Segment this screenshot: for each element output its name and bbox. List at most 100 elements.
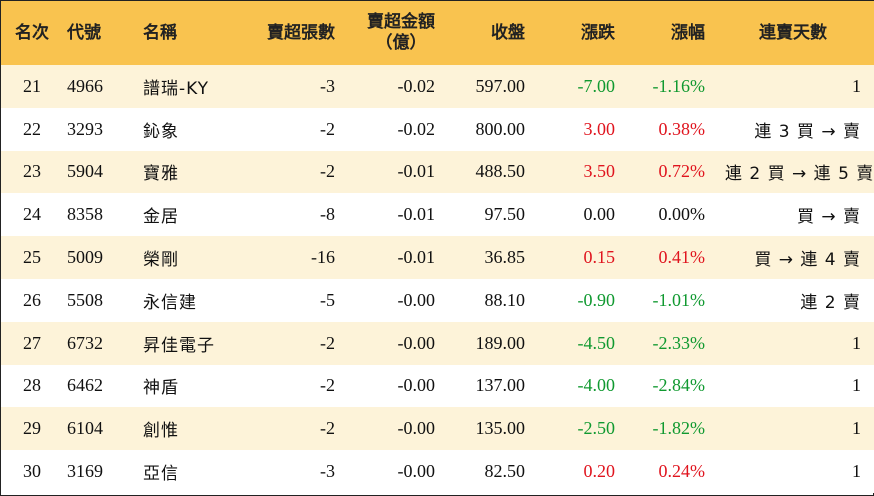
cell-code: 3293 (67, 118, 103, 139)
table-row: 25 5009 榮剛 -16 -0.01 36.85 0.15 0.41% 買 → 連 4 賣 (1, 236, 874, 279)
header-row: 名次 代號 名稱 賣超張數 賣超金額 （億） 收盤 漲跌 漲幅 連賣天數 (1, 1, 874, 65)
cell-sell-lots: -3 (320, 75, 335, 96)
header-sell-amount: 賣超金額 （億） (345, 1, 445, 65)
header-name: 名稱 (143, 22, 177, 43)
table-body: 21 4966 譜瑞-KY -3 -0.02 597.00 -7.00 -1.16% 1 22 32… (1, 65, 874, 493)
cell-change-pct: -1.82% (652, 418, 706, 439)
cell-change-pct: 0.38% (658, 118, 706, 139)
cell-sell-amount: -0.02 (397, 118, 436, 139)
table-row: 21 4966 譜瑞-KY -3 -0.02 597.00 -7.00 -1.16% 1 (1, 65, 874, 108)
cell-stock-name: 亞信 (143, 464, 179, 485)
cell-stock-name: 寶雅 (143, 164, 179, 185)
cell-sell-amount: -0.01 (397, 247, 436, 268)
cell-stock-name: 譜瑞-KY (143, 78, 210, 99)
cell-stock-name: 昇佳電子 (143, 335, 215, 356)
cell-sell-lots: -2 (320, 375, 335, 396)
cell-code: 6104 (67, 418, 103, 439)
cell-code: 6732 (67, 332, 103, 353)
cell-close: 800.00 (475, 118, 526, 139)
cell-sell-lots: -16 (311, 247, 335, 268)
cell-rank: 24 (23, 204, 41, 225)
table-row: 30 3169 亞信 -3 -0.00 82.50 0.20 0.24% 1 (1, 450, 874, 493)
cell-rank: 23 (23, 161, 41, 182)
cell-code: 5009 (67, 247, 103, 268)
cell-streak: 1 (852, 418, 861, 439)
cell-close: 488.50 (475, 161, 526, 182)
cell-change: -2.50 (577, 418, 616, 439)
header-sell-amount-label: 賣超金額 (367, 12, 435, 32)
cell-streak: 1 (852, 332, 861, 353)
table-row: 22 3293 鈊象 -2 -0.02 800.00 3.00 0.38% 連 3 買 → 賣 (1, 107, 874, 151)
cell-sell-amount: -0.00 (397, 332, 436, 353)
cell-sell-lots: -8 (320, 204, 335, 225)
cell-sell-lots: -2 (320, 418, 335, 439)
cell-change: 0.00 (583, 204, 616, 225)
cell-stock-name: 永信建 (143, 292, 197, 313)
cell-change: 3.00 (583, 118, 616, 139)
table-row: 29 6104 創惟 -2 -0.00 135.00 -2.50 -1.82% 1 (1, 407, 874, 451)
cell-streak: 1 (852, 75, 861, 96)
cell-stock-name: 創惟 (143, 421, 179, 442)
cell-change-pct: -1.16% (652, 75, 706, 96)
cell-stock-name: 神盾 (143, 378, 179, 399)
header-rank: 名次 (15, 22, 49, 43)
cell-code: 5508 (67, 289, 103, 310)
header-streak: 連賣天數 (759, 22, 827, 43)
cell-rank: 25 (23, 247, 41, 268)
cell-code: 3169 (67, 461, 103, 482)
header-change-pct: 漲幅 (671, 22, 705, 43)
cell-change: -4.00 (577, 375, 616, 396)
cell-sell-lots: -2 (320, 118, 335, 139)
cell-code: 4966 (67, 75, 103, 96)
cell-close: 135.00 (475, 418, 526, 439)
cell-streak: 1 (852, 461, 861, 482)
cell-change-pct: 0.41% (658, 247, 706, 268)
cell-stock-name: 鈊象 (143, 121, 179, 142)
cell-close: 82.50 (484, 461, 526, 482)
cell-stock-name: 榮剛 (143, 250, 179, 271)
cell-code: 8358 (67, 204, 103, 225)
cell-sell-amount: -0.01 (397, 161, 436, 182)
table-row: 24 8358 金居 -8 -0.01 97.50 0.00 0.00% 買 → 賣 (1, 193, 874, 237)
header-close: 收盤 (491, 22, 525, 43)
cell-streak: 連 3 買 → 賣 (754, 121, 861, 142)
cell-streak: 連 2 買 → 連 5 賣 (725, 164, 874, 185)
cell-rank: 22 (23, 118, 41, 139)
cell-sell-amount: -0.00 (397, 461, 436, 482)
table-row: 28 6462 神盾 -2 -0.00 137.00 -4.00 -2.84% 1 (1, 364, 874, 408)
cell-change-pct: -1.01% (652, 289, 706, 310)
table-row: 27 6732 昇佳電子 -2 -0.00 189.00 -4.50 -2.33% 1 (1, 321, 874, 365)
cell-change: 3.50 (583, 161, 616, 182)
table-row: 23 5904 寶雅 -2 -0.01 488.50 3.50 0.72% 連 2 買 → 連 … (1, 150, 874, 194)
cell-change-pct: -2.33% (652, 332, 706, 353)
header-sell-amount-unit: （億） (375, 33, 427, 53)
cell-stock-name: 金居 (143, 207, 179, 228)
cell-change: 0.15 (583, 247, 616, 268)
cell-close: 137.00 (475, 375, 526, 396)
cell-streak: 1 (852, 375, 861, 396)
cell-streak: 買 → 賣 (796, 207, 861, 228)
cell-change-pct: 0.24% (658, 461, 706, 482)
header-change: 漲跌 (581, 22, 615, 43)
cell-close: 97.50 (484, 204, 526, 225)
header-sell-lots: 賣超張數 (267, 22, 335, 43)
cell-change-pct: 0.00% (658, 204, 706, 225)
cell-code: 5904 (67, 161, 103, 182)
cell-code: 6462 (67, 375, 103, 396)
cell-rank: 27 (23, 332, 41, 353)
cell-close: 597.00 (475, 75, 526, 96)
cell-sell-amount: -0.00 (397, 418, 436, 439)
cell-close: 36.85 (484, 247, 526, 268)
cell-streak: 連 2 賣 (800, 292, 861, 313)
cell-sell-amount: -0.01 (397, 204, 436, 225)
cell-sell-lots: -2 (320, 332, 335, 353)
cell-sell-lots: -2 (320, 161, 335, 182)
cell-sell-amount: -0.02 (397, 75, 436, 96)
cell-rank: 26 (23, 289, 41, 310)
cell-rank: 30 (23, 461, 41, 482)
cell-rank: 28 (23, 375, 41, 396)
cell-change-pct: -2.84% (652, 375, 706, 396)
table-row: 26 5508 永信建 -5 -0.00 88.10 -0.90 -1.01% 連 2 賣 (1, 278, 874, 322)
